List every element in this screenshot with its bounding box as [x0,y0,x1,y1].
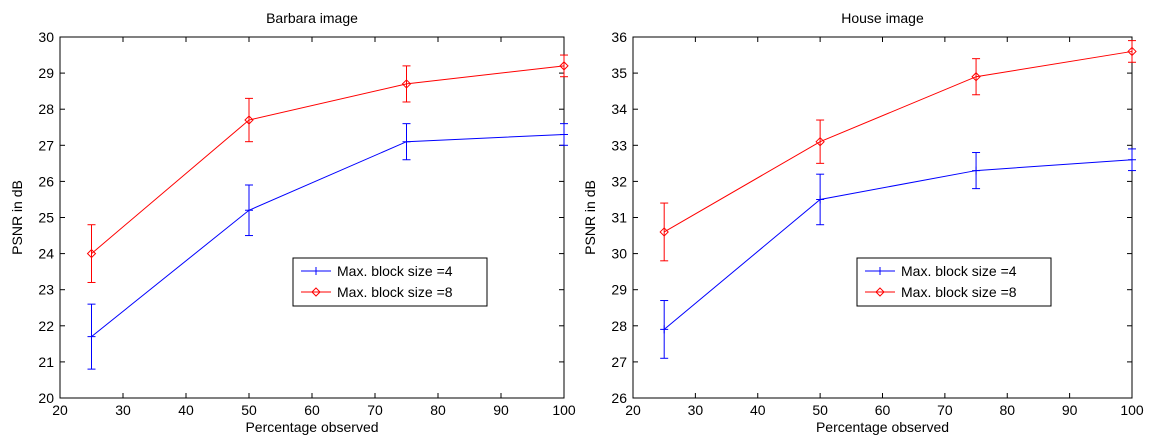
y-tick-label: 26 [38,173,54,189]
y-tick-label: 21 [38,354,54,370]
data-point-marker [402,137,411,146]
series-2 [659,40,1137,262]
x-tick-label: 70 [367,402,383,418]
legend: Max. block size =4 Max. block size =8 [856,257,1052,307]
x-tick-label: 80 [999,402,1015,418]
y-tick-label: 31 [611,210,627,226]
data-point-marker [560,130,568,139]
chart-title: Barbara image [266,10,358,26]
x-tick-label: 70 [937,402,953,418]
legend-entry-label: Max. block size =4 [901,263,1017,279]
y-tick-label: 28 [38,101,54,117]
series-2 [86,54,569,283]
y-tick-label: 24 [38,246,54,262]
x-tick-label: 60 [875,402,891,418]
legend-box [292,257,488,307]
x-tick-label: 100 [1120,402,1144,418]
data-point-marker [659,227,669,237]
data-point-marker [816,195,825,204]
data-point-marker [1127,46,1137,57]
x-axis-label: Percentage observed [245,419,378,435]
data-point-marker [972,166,981,175]
data-point-marker [87,332,96,341]
y-tick-label: 20 [38,390,54,406]
series-line [91,65,565,254]
data-point-marker [244,115,254,125]
legend: Max. block size =4 Max. block size =8 [292,257,488,307]
y-tick-label: 27 [38,137,54,153]
data-point-marker [401,79,412,89]
x-tick-label: 60 [304,402,320,418]
data-point-marker [815,136,825,147]
y-axis-label: PSNR in dB [9,180,25,255]
y-tick-label: 32 [611,173,627,189]
y-tick-label: 29 [38,65,54,81]
y-axis-label: PSNR in dB [582,180,598,255]
data-point-marker [1128,155,1136,164]
series-line [663,159,1133,330]
chart-title: House image [841,10,924,26]
data-point-marker [559,61,569,71]
y-tick-label: 30 [611,246,627,262]
data-point-marker [660,325,669,334]
series-1 [87,123,568,370]
y-tick-label: 27 [611,354,627,370]
x-tick-label: 90 [1062,402,1078,418]
legend-swatch-marker [875,287,885,297]
house-chart-panel: 20 30 40 50 60 70 80 90 100 26 27 28 29 30 31 32 33 34 35 3… [582,10,1144,435]
x-tick-label: 30 [115,402,131,418]
x-tick-label: 20 [625,402,641,418]
x-axis-label: Percentage observed [816,419,949,435]
x-tick-label: 40 [178,402,194,418]
y-tick-label: 30 [38,29,54,45]
data-point-marker [971,72,981,82]
y-tick-label: 33 [611,137,627,153]
x-tick-label: 20 [52,402,68,418]
x-tick-label: 50 [812,402,828,418]
x-tick-label: 100 [552,402,576,418]
barbara-chart-panel: 20 30 40 50 60 70 80 90 100 20 21 22 23 24 25 26 27 28 29 3… [9,10,576,435]
data-point-marker [86,248,97,259]
legend-box [856,257,1052,307]
y-tick-label: 25 [38,210,54,226]
y-tick-label: 23 [38,282,54,298]
x-tick-label: 50 [241,402,257,418]
x-tick-label: 40 [750,402,766,418]
legend-entry-label: Max. block size =8 [337,284,453,300]
series-line [91,133,565,338]
y-tick-label: 29 [611,282,627,298]
legend-entry-label: Max. block size =4 [337,263,453,279]
x-tick-label: 30 [688,402,704,418]
series-1 [660,148,1136,359]
y-tick-label: 35 [611,65,627,81]
y-tick-label: 22 [38,318,54,334]
data-point-marker [245,206,253,215]
legend-entry-label: Max. block size =8 [901,284,1017,300]
legend-swatch-marker [312,267,320,275]
y-tick-label: 28 [611,318,627,334]
y-tick-label: 26 [611,390,627,406]
y-tick-label: 34 [611,101,627,117]
legend-swatch-marker [876,267,884,275]
legend-swatch-marker [311,287,321,297]
y-tick-label: 36 [611,29,627,45]
x-tick-label: 80 [430,402,446,418]
x-tick-label: 90 [493,402,509,418]
series-line [663,50,1133,233]
